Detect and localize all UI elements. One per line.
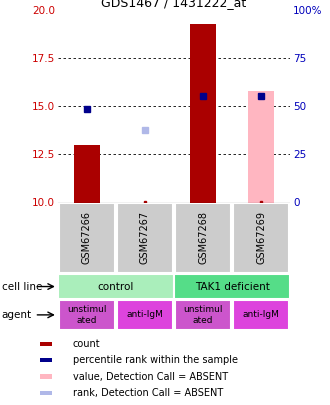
Bar xyxy=(40,375,52,379)
Text: GSM67266: GSM67266 xyxy=(82,211,92,264)
Bar xyxy=(58,274,174,299)
Text: TAK1 deficient: TAK1 deficient xyxy=(195,281,270,292)
Bar xyxy=(190,23,216,202)
Text: anti-IgM: anti-IgM xyxy=(127,310,163,320)
Bar xyxy=(175,300,231,330)
Text: anti-IgM: anti-IgM xyxy=(243,310,280,320)
Text: GSM67267: GSM67267 xyxy=(140,211,150,264)
Bar xyxy=(74,145,100,202)
Bar xyxy=(248,91,275,202)
Bar xyxy=(40,358,52,362)
Text: rank, Detection Call = ABSENT: rank, Detection Call = ABSENT xyxy=(73,388,223,398)
Title: GDS1467 / 1431222_at: GDS1467 / 1431222_at xyxy=(101,0,247,9)
Text: GSM67269: GSM67269 xyxy=(256,211,266,264)
Text: cell line: cell line xyxy=(2,281,42,292)
Bar xyxy=(117,300,173,330)
Bar xyxy=(233,203,289,273)
Text: value, Detection Call = ABSENT: value, Detection Call = ABSENT xyxy=(73,371,228,382)
Bar xyxy=(59,203,115,273)
Bar xyxy=(117,203,173,273)
Bar xyxy=(175,203,231,273)
Text: percentile rank within the sample: percentile rank within the sample xyxy=(73,355,238,365)
Bar xyxy=(174,274,290,299)
Bar xyxy=(59,300,115,330)
Text: GSM67268: GSM67268 xyxy=(198,211,208,264)
Bar xyxy=(40,341,52,345)
Text: control: control xyxy=(98,281,134,292)
Bar xyxy=(233,300,289,330)
Text: unstimul
ated: unstimul ated xyxy=(183,305,223,324)
Text: agent: agent xyxy=(2,310,32,320)
Text: count: count xyxy=(73,339,100,349)
Text: unstimul
ated: unstimul ated xyxy=(67,305,107,324)
Bar xyxy=(40,391,52,395)
